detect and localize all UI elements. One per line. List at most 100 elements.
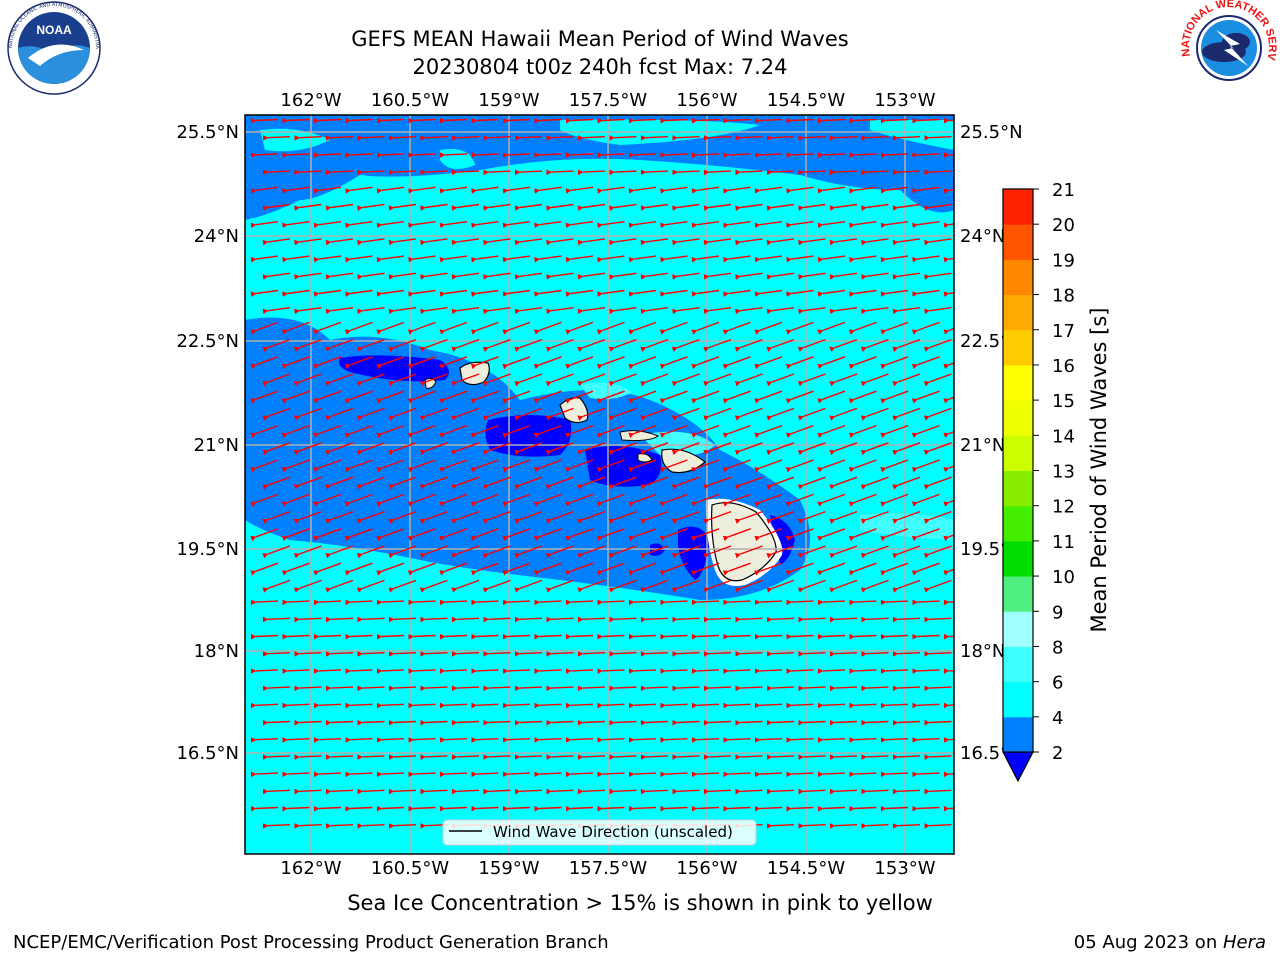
wave-arrow xyxy=(565,117,594,124)
wave-arrow xyxy=(325,788,354,795)
wave-arrow xyxy=(281,321,310,335)
wave-arrow xyxy=(943,431,954,438)
wave-arrow xyxy=(325,169,354,176)
wave-arrow xyxy=(723,117,751,124)
lat-label-right: 24°N xyxy=(960,226,1005,247)
wave-arrow xyxy=(640,169,669,176)
wave-arrow xyxy=(735,169,763,176)
wave-arrow xyxy=(419,442,448,456)
wave-arrow xyxy=(924,307,952,315)
wave-arrow xyxy=(262,754,291,760)
wave-arrow xyxy=(577,307,606,315)
wave-arrow xyxy=(514,338,543,352)
wave-arrow xyxy=(766,788,795,795)
wave-arrow xyxy=(628,599,657,606)
wave-arrow xyxy=(785,321,814,335)
wave-arrow xyxy=(534,221,562,229)
wave-arrow xyxy=(597,186,625,194)
wave-arrow xyxy=(577,338,606,352)
wave-arrow xyxy=(817,459,846,473)
wave-arrow xyxy=(671,545,700,559)
colorbar-tick-label: 17 xyxy=(1052,321,1075,342)
wave-arrow xyxy=(313,424,342,438)
wave-arrow xyxy=(471,737,499,743)
wave-arrow xyxy=(388,135,417,141)
wave-arrow xyxy=(344,493,373,507)
wave-arrow xyxy=(860,476,889,490)
wave-arrow xyxy=(577,545,606,559)
wave-arrow xyxy=(943,771,954,778)
lat-label-left: 22.5°N xyxy=(176,331,239,352)
wave-arrow xyxy=(735,788,763,795)
wave-arrow xyxy=(943,188,954,194)
wave-arrow xyxy=(786,152,814,158)
wave-arrow xyxy=(534,805,562,812)
lat-label-left: 18°N xyxy=(194,641,239,662)
wave-arrow xyxy=(703,373,732,387)
wave-arrow xyxy=(451,651,480,657)
wave-arrow xyxy=(924,169,952,176)
noaa-logo-icon: NOAA NATIONAL OCEANIC AND ATMOSPHERIC AD… xyxy=(0,0,101,95)
wave-arrow xyxy=(439,633,468,640)
wave-arrow xyxy=(911,493,940,507)
wave-arrow xyxy=(376,289,405,297)
wave-arrow xyxy=(502,599,531,606)
wave-arrow xyxy=(596,528,625,542)
wave-arrow xyxy=(420,307,448,315)
wave-arrow xyxy=(766,754,795,760)
wave-arrow xyxy=(357,307,385,315)
wave-arrow xyxy=(294,307,322,315)
wave-arrow xyxy=(672,651,700,657)
wave-arrow xyxy=(892,169,921,176)
colorbar-segment xyxy=(1003,611,1033,647)
wave-arrow xyxy=(798,651,826,657)
wave-arrow xyxy=(294,272,322,280)
wave-arrow xyxy=(961,308,983,311)
wave-arrow xyxy=(848,424,877,438)
colorbar-tick-label: 18 xyxy=(1052,286,1075,307)
wave-arrow xyxy=(943,396,954,404)
wave-arrow xyxy=(514,788,543,795)
wave-arrow xyxy=(754,255,783,263)
wave-arrow xyxy=(640,616,669,623)
wave-arrow xyxy=(451,545,480,559)
wave-arrow xyxy=(880,221,909,229)
wave-arrow xyxy=(703,616,732,623)
wave-arrow xyxy=(735,307,763,315)
wave-arrow xyxy=(860,545,889,559)
wave-arrow xyxy=(880,668,909,674)
wave-arrow xyxy=(829,579,858,593)
colorbar-tick-label: 21 xyxy=(1052,180,1075,201)
wave-arrow xyxy=(502,321,531,335)
wave-arrow xyxy=(860,373,889,387)
wave-arrow xyxy=(923,407,952,421)
wave-arrow xyxy=(671,338,700,352)
wave-arrow xyxy=(849,117,877,124)
wave-arrow xyxy=(565,702,594,709)
wave-arrow xyxy=(691,668,720,674)
wave-arrow xyxy=(376,493,405,507)
wave-arrow xyxy=(628,493,657,507)
wave-arrow xyxy=(672,272,700,280)
wave-arrow xyxy=(514,407,543,421)
wave-arrow xyxy=(502,562,531,576)
wave-arrow xyxy=(262,476,291,490)
wave-arrow xyxy=(356,545,385,559)
wave-arrow xyxy=(961,374,983,382)
wave-arrow xyxy=(659,528,688,542)
wave-arrow xyxy=(861,719,889,726)
wave-arrow xyxy=(577,203,606,211)
wave-arrow xyxy=(798,272,826,280)
wave-arrow xyxy=(703,476,732,490)
wave-arrow xyxy=(439,390,468,404)
wave-arrow xyxy=(817,152,846,158)
wave-arrow xyxy=(849,599,877,606)
wave-arrow xyxy=(723,805,751,812)
wave-arrow xyxy=(514,579,543,593)
wave-arrow xyxy=(282,152,310,158)
wave-arrow xyxy=(608,373,637,387)
wave-arrow xyxy=(534,289,562,297)
wave-arrow xyxy=(388,203,417,211)
colorbar-segment xyxy=(1003,400,1033,436)
wave-arrow xyxy=(471,702,499,709)
